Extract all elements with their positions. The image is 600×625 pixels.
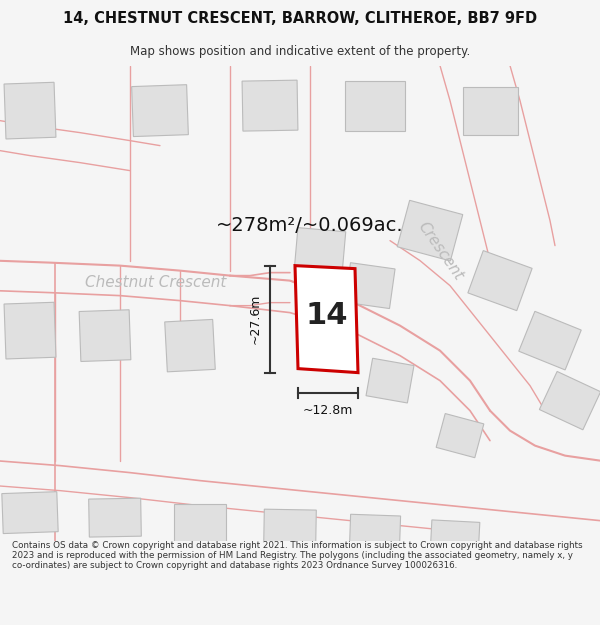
- Polygon shape: [4, 82, 56, 139]
- Text: ~12.8m: ~12.8m: [303, 404, 353, 417]
- Polygon shape: [79, 310, 131, 361]
- Polygon shape: [366, 358, 414, 403]
- Polygon shape: [539, 371, 600, 430]
- Polygon shape: [519, 311, 581, 370]
- Polygon shape: [131, 84, 188, 137]
- Polygon shape: [463, 87, 517, 134]
- Text: ~27.6m: ~27.6m: [248, 294, 262, 344]
- Polygon shape: [174, 504, 226, 542]
- Text: 14: 14: [306, 301, 348, 330]
- Polygon shape: [263, 509, 316, 546]
- Polygon shape: [436, 414, 484, 458]
- Polygon shape: [430, 520, 480, 556]
- Polygon shape: [345, 81, 405, 131]
- Polygon shape: [397, 201, 463, 261]
- Polygon shape: [165, 319, 215, 372]
- Polygon shape: [4, 302, 56, 359]
- Text: Chestnut Crescent: Chestnut Crescent: [85, 275, 226, 290]
- Polygon shape: [89, 498, 142, 537]
- Polygon shape: [2, 492, 58, 534]
- Polygon shape: [242, 80, 298, 131]
- Polygon shape: [345, 262, 395, 309]
- Polygon shape: [295, 266, 358, 372]
- Text: Map shows position and indicative extent of the property.: Map shows position and indicative extent…: [130, 45, 470, 58]
- Text: Contains OS data © Crown copyright and database right 2021. This information is : Contains OS data © Crown copyright and d…: [12, 541, 583, 571]
- Polygon shape: [349, 514, 401, 551]
- Polygon shape: [302, 271, 350, 331]
- Polygon shape: [294, 228, 346, 274]
- Text: ~278m²/~0.069ac.: ~278m²/~0.069ac.: [216, 216, 404, 235]
- Polygon shape: [468, 251, 532, 311]
- Text: 14, CHESTNUT CRESCENT, BARROW, CLITHEROE, BB7 9FD: 14, CHESTNUT CRESCENT, BARROW, CLITHEROE…: [63, 11, 537, 26]
- Text: Crescent: Crescent: [415, 219, 466, 282]
